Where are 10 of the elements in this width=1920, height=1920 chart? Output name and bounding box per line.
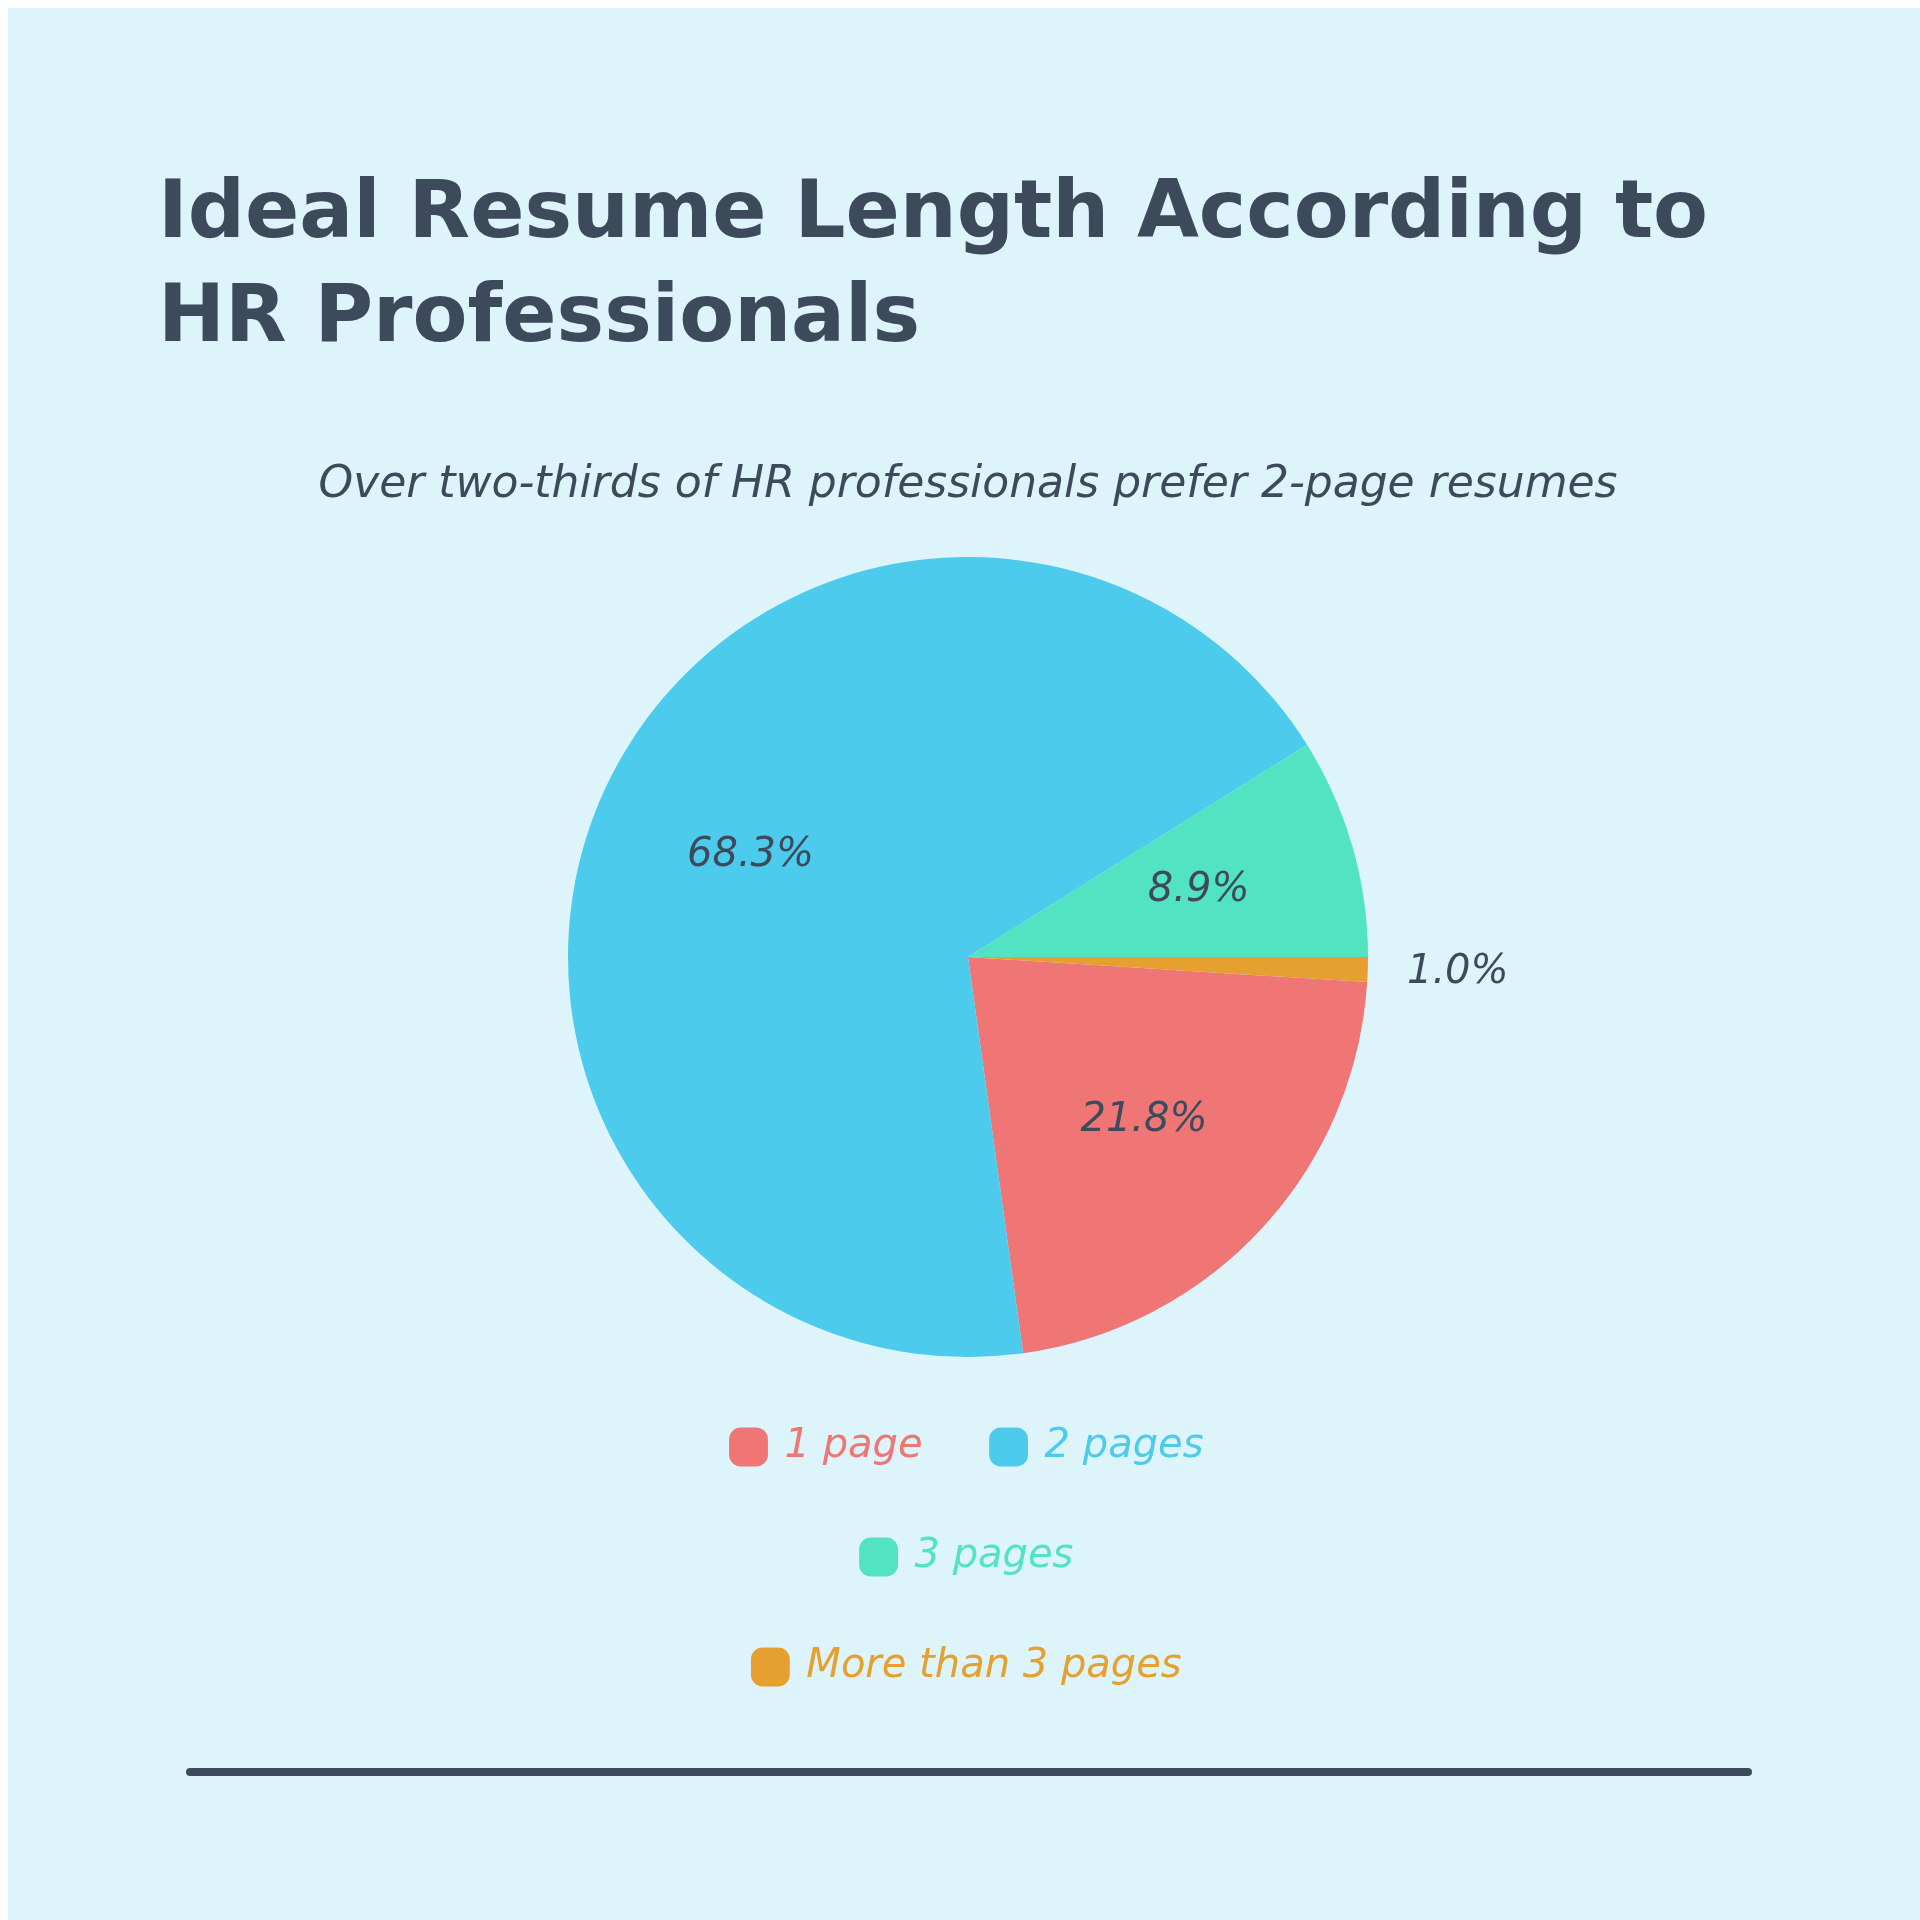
legend-label: More than 3 pages (806, 1640, 1182, 1687)
data-label: 1.0% (1406, 945, 1509, 992)
chart-subtitle: Over two-thirds of HR professionals prefer 2-page resumes (317, 456, 1619, 507)
legend-label: 3 pages (914, 1530, 1074, 1577)
legend-label: 2 pages (1044, 1420, 1204, 1467)
data-label: 8.9% (1147, 864, 1250, 911)
data-label: 21.8% (1080, 1093, 1208, 1140)
legend-label: 1 page (784, 1420, 923, 1467)
chart-title: Ideal Resume Length According to HR Professionals (158, 162, 1710, 362)
data-label: 68.3% (686, 828, 815, 875)
